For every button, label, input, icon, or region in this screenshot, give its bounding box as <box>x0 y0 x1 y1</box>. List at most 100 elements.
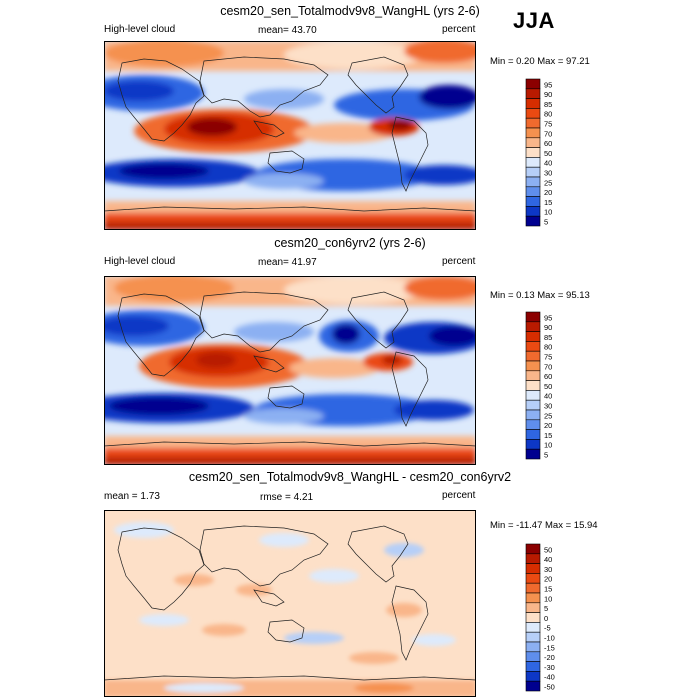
panel-3-colorbar-swatch <box>525 592 541 604</box>
panel-2-mean: mean= 41.97 <box>258 257 317 268</box>
panel-2-colorbar-swatch <box>525 341 541 352</box>
panel-2-colorbar-tick-label: 85 <box>544 333 552 342</box>
panel-3-colorbar-tick-label: -20 <box>544 653 555 662</box>
panel-1-colorbar-tick-label: 25 <box>544 178 552 187</box>
panel-2-colorbar-tick-label: 40 <box>544 392 552 401</box>
panel-1-colorbar-tick-label: 30 <box>544 169 552 178</box>
panel-2-colorbar-tick-label: 90 <box>544 323 552 332</box>
panel-2-units: percent <box>442 256 476 267</box>
panel-2-minmax: Min = 0.13 Max = 95.13 <box>490 290 590 301</box>
panel-3-colorbar-tick-label: -10 <box>544 634 555 643</box>
panel-1-colorbar-tick-label: 60 <box>544 139 552 148</box>
panel-3-colorbar-tick-label: 0 <box>544 614 548 623</box>
panel-1-colorbar-swatch <box>525 206 541 217</box>
panel-3-colorbar-tick-label: 50 <box>544 545 552 554</box>
panel-1-colorbar-swatch <box>525 147 541 158</box>
season-label: JJA <box>513 8 555 33</box>
panel-1-units: percent <box>442 24 476 35</box>
panel-2-colorbar-swatch <box>525 439 541 450</box>
panel-1-colorbar-swatch <box>525 176 541 188</box>
panel-1-colorbar-tick-label: 10 <box>544 208 552 217</box>
panel-2-map <box>104 276 476 465</box>
panel-3-colorbar-swatch <box>525 582 541 594</box>
panel-1-colorbar-swatch <box>525 127 541 139</box>
panel-1-colorbar-tick-label: 95 <box>544 80 552 89</box>
panel-3-colorbar-swatch <box>525 543 541 555</box>
panel-3-colorbar-swatch <box>525 641 541 653</box>
panel-1-minmax: Min = 0.20 Max = 97.21 <box>490 56 590 67</box>
panel-2-colorbar-tick-label: 25 <box>544 411 552 420</box>
panel-2-colorbar-swatch <box>525 409 541 421</box>
panel-3-colorbar: 50 40 30 20 15 10 5 0 -5 -10 -15 -20 -30 -40 -50 <box>525 543 566 692</box>
panel-2-colorbar-tick-label: 95 <box>544 313 552 322</box>
panel-3-colorbar-tick-label: -30 <box>544 663 555 672</box>
panel-2-colorbar-tick-label: 15 <box>544 431 552 440</box>
panel-1-colorbar-swatch <box>525 215 541 227</box>
panel-2-colorbar-tick-label: 30 <box>544 402 552 411</box>
panel-3-colorbar-swatch <box>525 671 541 682</box>
panel-3-title: cesm20_sen_Totalmodv9v8_WangHL - cesm20_… <box>188 470 512 484</box>
panel-1-field-label: High-level cloud <box>104 24 176 35</box>
panel-3-colorbar-tick-label: -50 <box>544 683 555 692</box>
panel-2-colorbar-swatch <box>525 370 541 381</box>
panel-3-colorbar-tick-label: 20 <box>544 575 552 584</box>
panel-2-colorbar-swatch <box>525 419 541 430</box>
panel-1-colorbar-swatch <box>525 108 541 119</box>
panel-3-colorbar-swatch <box>525 602 541 613</box>
panel-3-minmax: Min = -11.47 Max = 15.94 <box>490 520 598 531</box>
panel-2-colorbar-swatch <box>525 390 541 401</box>
panel-1-colorbar-swatch <box>525 98 541 109</box>
panel-1-mean: mean= 43.70 <box>258 25 317 36</box>
panel-3-colorbar-swatch <box>525 563 541 574</box>
panel-2-colorbar-tick-label: 5 <box>544 451 548 460</box>
panel-3-colorbar-swatch <box>525 553 541 564</box>
panel-2-colorbar-swatch <box>525 350 541 362</box>
panel-2-colorbar-tick-label: 75 <box>544 353 552 362</box>
panel-2-colorbar-tick-label: 50 <box>544 382 552 391</box>
panel-1-colorbar-swatch <box>525 78 541 90</box>
panel-1-colorbar-swatch <box>525 117 541 129</box>
panel-3-rmse: rmse = 4.21 <box>260 492 314 503</box>
panel-3-colorbar-tick-label: 15 <box>544 585 552 594</box>
panel-2-colorbar-swatch <box>525 399 541 411</box>
panel-1-map <box>104 41 476 230</box>
panel-3-colorbar-swatch <box>525 622 541 633</box>
panel-2-title: cesm20_con6yrv2 (yrs 2-6) <box>274 236 426 250</box>
panel-2-colorbar-tick-label: 20 <box>544 421 552 430</box>
panel-3-colorbar-swatch <box>525 573 541 584</box>
panel-2-colorbar-swatch <box>525 311 541 323</box>
panel-2-colorbar-swatch <box>525 429 541 440</box>
panel-2-field-label: High-level cloud <box>104 256 176 267</box>
panel-3-map <box>104 510 476 697</box>
panel-2-colorbar-swatch <box>525 331 541 342</box>
panel-2-colorbar-tick-label: 60 <box>544 372 552 381</box>
panel-3-colorbar-tick-label: 10 <box>544 594 552 603</box>
panel-2-colorbar-swatch <box>525 380 541 391</box>
panel-1-colorbar: 95 90 85 80 75 70 60 50 40 30 25 20 15 10 5 <box>525 78 566 227</box>
panel-2-colorbar-tick-label: 10 <box>544 441 552 450</box>
panel-3-colorbar-swatch <box>525 631 541 643</box>
panel-1-colorbar-tick-label: 75 <box>544 120 552 129</box>
panel-3-mean: mean = 1.73 <box>104 491 160 502</box>
panel-1-colorbar-tick-label: 80 <box>544 110 552 119</box>
panel-2-colorbar-tick-label: 80 <box>544 343 552 352</box>
panel-3-colorbar-swatch <box>525 661 541 672</box>
panel-1-colorbar-tick-label: 50 <box>544 149 552 158</box>
panel-3-colorbar-tick-label: 40 <box>544 555 552 564</box>
panel-3-colorbar-swatch <box>525 612 541 623</box>
panel-2-colorbar-tick-label: 70 <box>544 362 552 371</box>
panel-1-colorbar-swatch <box>525 196 541 207</box>
panel-1-colorbar-tick-label: 90 <box>544 90 552 99</box>
panel-3-colorbar-tick-label: 30 <box>544 565 552 574</box>
panel-1-title: cesm20_sen_Totalmodv9v8_WangHL (yrs 2-6) <box>220 4 480 18</box>
panel-1-colorbar-tick-label: 15 <box>544 198 552 207</box>
panel-3-units: percent <box>442 490 476 501</box>
panel-1-colorbar-swatch <box>525 137 541 148</box>
panel-3-colorbar-tick-label: -40 <box>544 673 555 682</box>
panel-1-colorbar-tick-label: 85 <box>544 100 552 109</box>
panel-1-colorbar-swatch <box>525 88 541 99</box>
panel-2-colorbar-swatch <box>525 448 541 460</box>
panel-1-colorbar-swatch <box>525 186 541 197</box>
panel-1-colorbar-swatch <box>525 166 541 178</box>
panel-1-colorbar-tick-label: 40 <box>544 159 552 168</box>
